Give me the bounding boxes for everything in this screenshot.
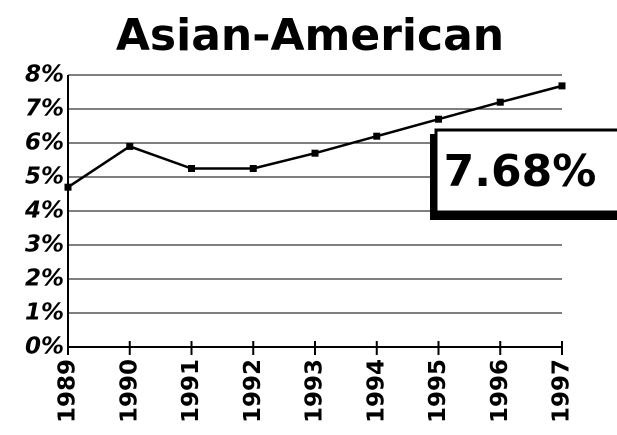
x-tick-label: 1994 bbox=[363, 359, 389, 423]
data-point bbox=[558, 82, 566, 90]
x-tick-label: 1990 bbox=[116, 359, 142, 423]
y-tick-label: 1% bbox=[25, 300, 64, 326]
y-tick-label: 7% bbox=[25, 96, 64, 122]
data-point bbox=[311, 149, 319, 157]
data-point bbox=[64, 183, 72, 191]
y-tick-label: 3% bbox=[25, 232, 64, 258]
y-tick-label: 6% bbox=[25, 130, 64, 156]
data-point bbox=[188, 165, 195, 172]
chart-title: Asian-American bbox=[116, 10, 504, 61]
y-tick-label: 5% bbox=[25, 164, 64, 190]
data-point bbox=[126, 142, 134, 150]
x-tick-label: 1991 bbox=[178, 359, 204, 423]
x-tick-label: 1992 bbox=[240, 359, 266, 423]
annotation: 7.68% bbox=[444, 146, 597, 197]
data-point bbox=[496, 98, 504, 106]
x-tick-label: 1997 bbox=[549, 359, 575, 423]
x-tick-label: 1995 bbox=[425, 359, 451, 423]
data-point bbox=[249, 165, 257, 172]
x-tick-label: 1993 bbox=[302, 359, 328, 423]
x-tick-label: 1996 bbox=[487, 359, 513, 423]
y-tick-label: 0% bbox=[25, 334, 64, 360]
y-tick-label: 4% bbox=[24, 198, 64, 224]
annotation-box bbox=[434, 128, 617, 214]
data-point bbox=[373, 132, 381, 140]
data-point bbox=[435, 115, 442, 123]
y-tick-label: 8% bbox=[25, 62, 64, 88]
x-tick-label: 1989 bbox=[55, 359, 81, 423]
y-tick-label: 2% bbox=[25, 266, 64, 292]
